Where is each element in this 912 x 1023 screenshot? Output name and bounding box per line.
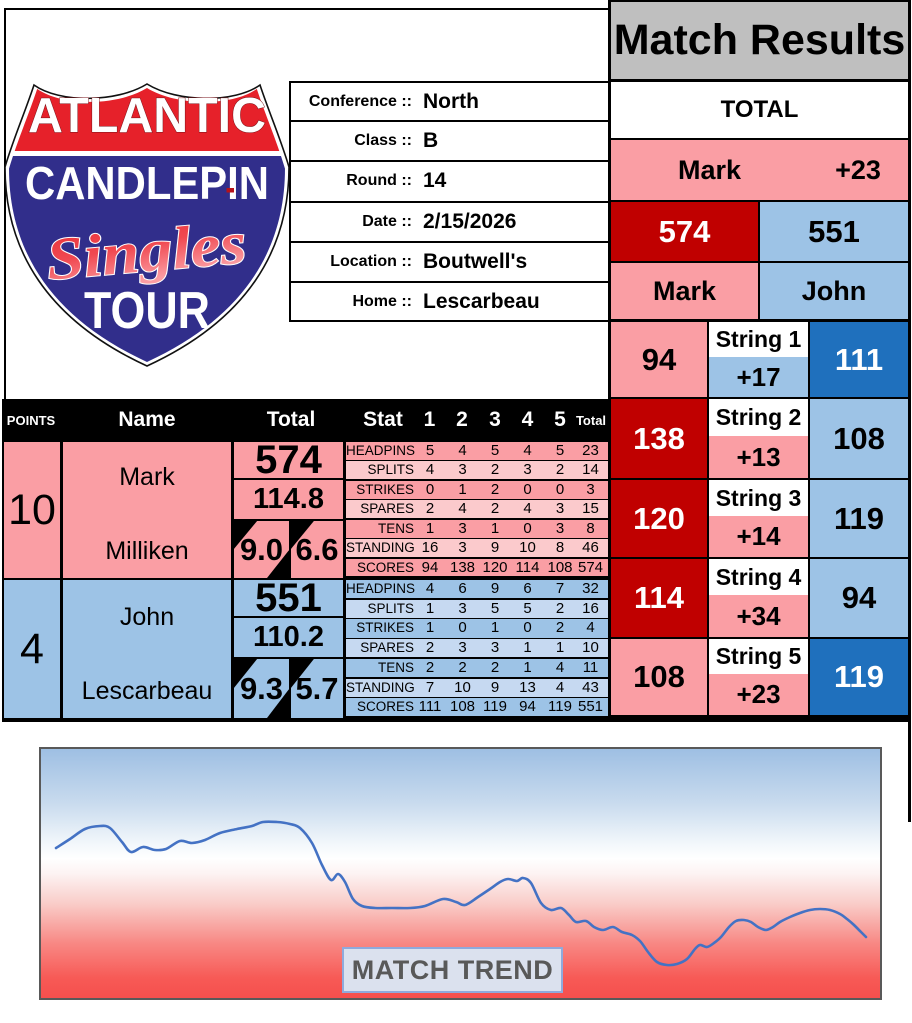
svg-text:CANDLEPIN: CANDLEPIN — [25, 157, 269, 209]
svg-text:ATLANTIC: ATLANTIC — [28, 89, 266, 143]
svg-text:TOUR: TOUR — [84, 282, 210, 340]
